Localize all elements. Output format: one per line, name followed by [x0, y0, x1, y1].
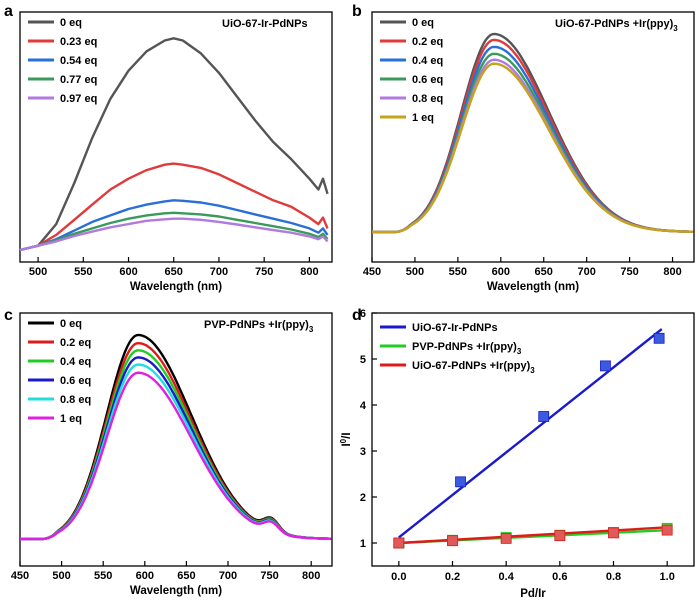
data-point — [600, 360, 611, 372]
panel-letter: b — [352, 3, 362, 20]
series-line-0.97-eq — [19, 217, 329, 252]
y-tick-label: 2 — [360, 492, 366, 504]
x-tick-label: 450 — [11, 570, 29, 582]
x-tick-label: 550 — [74, 266, 92, 278]
series-line-1-eq — [372, 62, 694, 234]
x-tick-label: 600 — [119, 266, 137, 278]
y-tick-label: 1 — [360, 538, 366, 550]
x-tick-label: 0.2 — [445, 571, 460, 583]
data-point — [608, 527, 619, 539]
panel-title: PVP-PdNPs +Ir(ppy)3 — [204, 319, 314, 334]
fit-line — [398, 328, 663, 539]
x-tick-label: 550 — [94, 570, 112, 582]
x-axis-label: Wavelength (nm) — [130, 281, 222, 293]
data-point — [455, 476, 466, 488]
legend-label: 0.6 eq — [60, 375, 91, 387]
panel-d: 0.0 0.2 0.4 0.6 0.8 1.0 1 2 3 4 5 6 Pd/Ir I0/I UiO-67-… — [339, 308, 695, 600]
y-tick-label: 4 — [360, 400, 367, 412]
panel-letter: d — [352, 307, 362, 324]
x-tick-label: 600 — [492, 266, 510, 278]
data-point — [653, 332, 665, 344]
y-tick-label: 3 — [360, 446, 366, 458]
x-tick-label: 700 — [577, 266, 595, 278]
plot-frame — [371, 312, 695, 567]
x-tick-label: 650 — [535, 266, 553, 278]
panel-letter: c — [4, 307, 13, 324]
legend-label: 0.4 eq — [412, 55, 443, 67]
legend-label: 0.2 eq — [60, 337, 91, 349]
x-tick-label: 800 — [663, 266, 681, 278]
data-point — [393, 537, 405, 549]
panel-title: UiO-67-PdNPs +Ir(ppy)3 — [555, 18, 678, 33]
data-point — [554, 530, 566, 542]
x-tick-label: 450 — [363, 266, 381, 278]
legend-label: 0.2 eq — [412, 36, 443, 48]
series-line-0.23-eq — [19, 162, 329, 252]
x-tick-label: 500 — [29, 266, 47, 278]
series-line-0.2-eq — [20, 342, 332, 541]
legend-label: UiO-67-Ir-PdNPs — [412, 322, 498, 334]
x-tick-label: 500 — [52, 570, 70, 582]
plot-frame — [19, 312, 333, 567]
data-point — [447, 535, 458, 547]
panel-a: 500 550 600 650 700 750 800 Wavelength (nm) 0 eq… — [19, 11, 333, 293]
legend-label: 0 eq — [412, 17, 434, 29]
x-tick-label: 750 — [620, 266, 638, 278]
panel-title: UiO-67-Ir-PdNPs — [222, 18, 308, 30]
data-point — [538, 411, 550, 422]
x-tick-label: 1.0 — [660, 571, 675, 583]
x-tick-label: 0.8 — [606, 571, 621, 583]
panel-b: 450 500 550 600 650 700 750 800 Wavelength (nm) 0… — [363, 11, 695, 293]
x-tick-label: 750 — [255, 266, 273, 278]
legend-label: PVP-PdNPs +Ir(ppy)3 — [412, 341, 522, 356]
plot-frame — [371, 11, 695, 263]
series-line-0.2-eq — [372, 38, 694, 234]
y-tick-label: 5 — [360, 354, 366, 366]
data-point — [500, 533, 512, 544]
series-line-0-eq — [19, 37, 329, 252]
x-axis-label: Pd/Ir — [520, 588, 546, 600]
legend-label: 0 eq — [60, 318, 82, 330]
legend-label: 0 eq — [60, 17, 82, 29]
y-axis-label: I0/I — [339, 432, 353, 446]
legend-label: 0.6 eq — [412, 74, 443, 86]
x-tick-label: 550 — [449, 266, 467, 278]
x-tick-label: 650 — [177, 570, 195, 582]
x-tick-label: 700 — [210, 266, 228, 278]
legend-label: 0.54 eq — [60, 55, 97, 67]
legend-label: UiO-67-PdNPs +Ir(ppy)3 — [412, 360, 535, 375]
legend-label: 0.8 eq — [412, 93, 443, 105]
x-axis-label: Wavelength (nm) — [130, 585, 222, 597]
fit-line — [398, 526, 668, 545]
x-tick-label: 800 — [300, 266, 318, 278]
series-line-1-eq — [20, 371, 332, 541]
panel-letter: a — [4, 3, 13, 20]
legend-label: 1 eq — [412, 112, 434, 124]
x-tick-label: 800 — [302, 570, 320, 582]
x-tick-label: 0.4 — [499, 571, 515, 583]
legend-label: 0.4 eq — [60, 356, 91, 368]
x-tick-label: 0.6 — [552, 571, 567, 583]
plot-frame — [19, 11, 333, 263]
x-axis-label: Wavelength (nm) — [487, 281, 579, 293]
panel-c: 450 500 550 600 650 700 750 800 Wavelength (nm) 0… — [11, 312, 333, 597]
legend-label: 0.8 eq — [60, 394, 91, 406]
x-tick-label: 600 — [136, 570, 154, 582]
legend-label: 0.23 eq — [60, 36, 97, 48]
y-tick-label: 6 — [360, 308, 366, 320]
x-tick-label: 0.0 — [391, 571, 406, 583]
legend-label: 0.77 eq — [60, 74, 97, 86]
x-tick-label: 650 — [165, 266, 183, 278]
x-tick-label: 700 — [219, 570, 237, 582]
legend-label: 0.97 eq — [60, 93, 97, 105]
series-line-0.54-eq — [19, 199, 329, 252]
legend-label: 1 eq — [60, 413, 82, 425]
data-point — [661, 524, 673, 536]
x-tick-label: 750 — [260, 570, 278, 582]
series-line-0.77-eq — [19, 211, 329, 252]
x-tick-label: 500 — [406, 266, 424, 278]
